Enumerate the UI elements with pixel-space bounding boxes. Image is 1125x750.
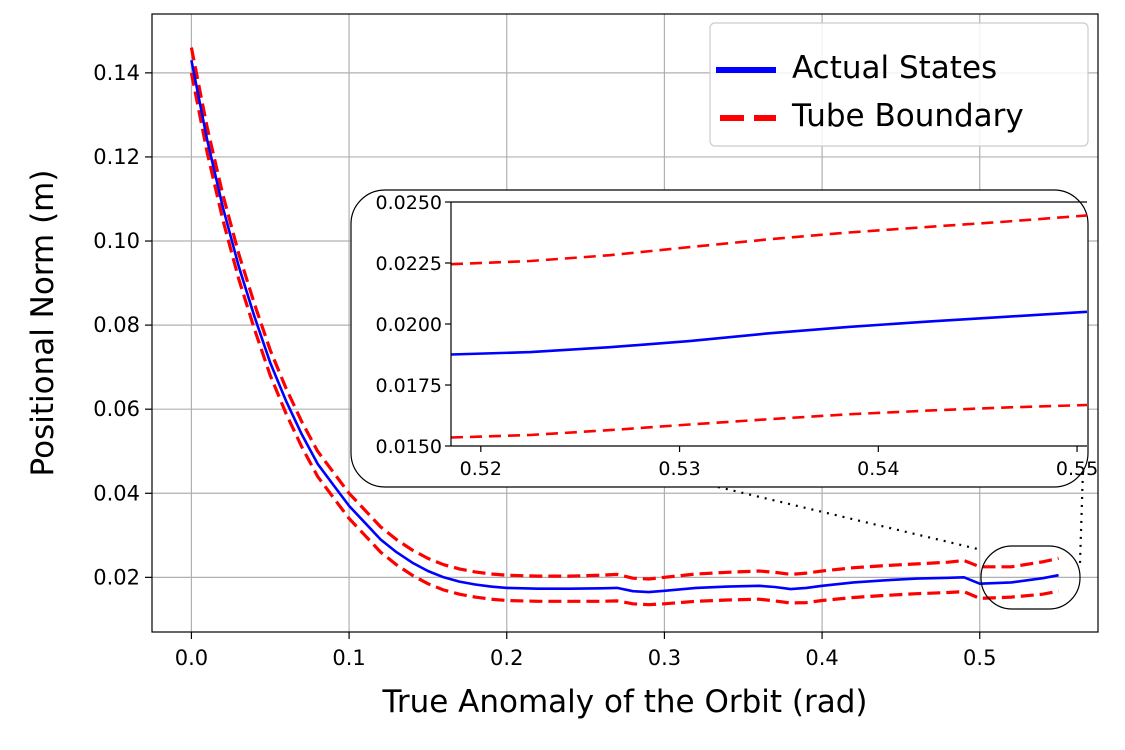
- inset-panel: 0.52 0.53 0.54 0.55 0.0150 0.0175 0.0200 0.022…: [350, 189, 1098, 488]
- y-tick-label: 0.08: [93, 313, 140, 337]
- inset-x-axis-ticks: 0.52 0.53 0.54 0.55: [460, 446, 1098, 480]
- inset-x-tick-label: 0.55: [1056, 458, 1098, 480]
- tube-boundary-line: [451, 403, 1087, 439]
- inset-y-tick-label: 0.0200: [376, 314, 442, 336]
- y-axis-label: Positional Norm (m): [25, 170, 61, 477]
- tube-boundary-line: [189, 72, 1059, 607]
- y-tick-label: 0.12: [93, 145, 140, 169]
- inset-y-tick-label: 0.0250: [376, 192, 442, 214]
- x-tick-label: 0.2: [490, 646, 523, 670]
- x-axis-label: True Anomaly of the Orbit (rad): [381, 684, 867, 720]
- x-tick-label: 0.5: [963, 646, 996, 670]
- tube-boundary-line: [189, 47, 1059, 581]
- zoom-region-marker: [980, 545, 1081, 610]
- y-tick-label: 0.04: [93, 481, 140, 505]
- main-x-axis-ticks: 0.0 0.1 0.2 0.3 0.4 0.5: [175, 632, 996, 670]
- x-tick-label: 0.4: [805, 646, 838, 670]
- inset-x-tick-label: 0.53: [658, 458, 700, 480]
- inset-y-axis-ticks: 0.0150 0.0175 0.0200 0.0225 0.0250: [376, 192, 451, 458]
- inset-x-tick-label: 0.52: [460, 458, 502, 480]
- x-tick-label: 0.3: [648, 646, 681, 670]
- legend: Actual States Tube Boundary: [709, 22, 1089, 147]
- main-plot-lines: [189, 47, 1059, 607]
- x-tick-label: 0.1: [332, 646, 365, 670]
- inset-y-tick-label: 0.0225: [376, 253, 442, 275]
- legend-actual-states-label: Actual States: [792, 50, 997, 86]
- inset-y-tick-label: 0.0175: [376, 375, 442, 397]
- main-y-axis-ticks: 0.02 0.04 0.06 0.08 0.10 0.12 0.14: [93, 61, 152, 589]
- y-tick-label: 0.06: [93, 397, 140, 421]
- main-plot-frame: [151, 13, 1099, 633]
- x-tick-label: 0.0: [175, 646, 208, 670]
- actual-states-line: [451, 310, 1087, 356]
- inset-plot-lines: [451, 214, 1087, 439]
- y-tick-label: 0.02: [93, 565, 140, 589]
- inset-y-tick-label: 0.0150: [376, 436, 442, 458]
- legend-tube-boundary-label: Tube Boundary: [791, 98, 1024, 134]
- tube-boundary-line: [451, 214, 1087, 266]
- actual-states-line: [190, 59, 1059, 594]
- y-tick-label: 0.10: [93, 229, 140, 253]
- y-tick-label: 0.14: [93, 61, 140, 85]
- inset-x-tick-label: 0.54: [857, 458, 899, 480]
- legend-frame: [709, 22, 1089, 147]
